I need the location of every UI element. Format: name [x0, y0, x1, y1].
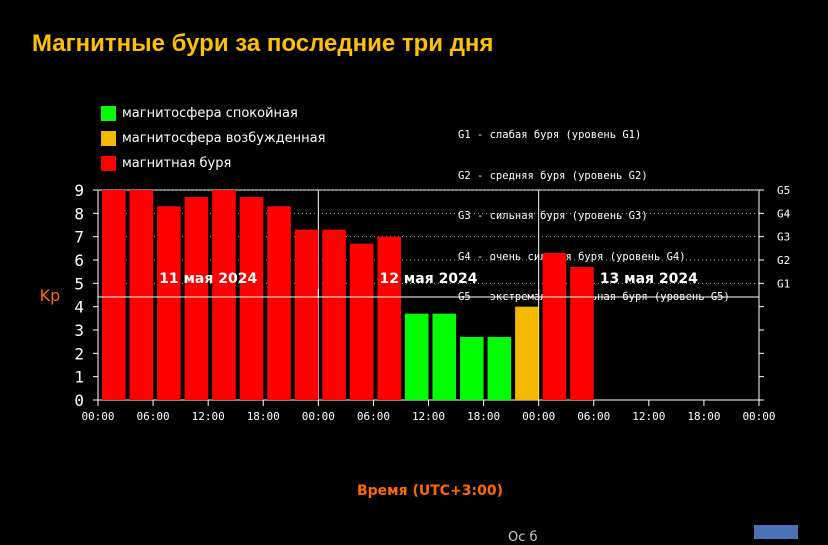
x-tick-label: 06:00 [577, 410, 610, 423]
x-tick-label: 06:00 [357, 410, 390, 423]
kp-bar [515, 306, 539, 400]
y-tick-label: 1 [74, 368, 84, 387]
kp-bar [267, 206, 291, 400]
day-label: 13 мая 2024 [600, 271, 698, 287]
y-tick-label: 5 [74, 274, 84, 293]
x-axis-title: Время (UTC+3:00) [356, 483, 504, 499]
y-tick-label: 4 [74, 298, 84, 317]
kp-chart: G1 G2 G3 G4 G5 0 1 2 3 4 5 6 7 8 9 Kp 00:00 06:00 12:00 18:… [40, 181, 791, 423]
day-label: 12 мая 2024 [379, 271, 477, 287]
footer-text: Ос б [508, 530, 538, 545]
legend-item-quiet: магнитосфера спокойная [101, 101, 325, 126]
kp-bar [349, 243, 374, 400]
kp-bar [294, 229, 319, 400]
y-tick-label: 6 [74, 251, 84, 270]
legend-item-excited: магнитосфера возбужденная [101, 126, 325, 151]
y-tick-label: 3 [74, 321, 84, 340]
x-tick-label: 12:00 [192, 410, 225, 423]
x-tick-label: 12:00 [632, 410, 665, 423]
storm-level-g3: G3 - сильная буря (уровень G3) [458, 210, 648, 222]
x-tick-label: 00:00 [302, 410, 335, 423]
x-tick-label: 06:00 [137, 410, 170, 423]
kp-bar [212, 190, 236, 400]
kp-bar [460, 337, 484, 400]
kp-bar [404, 313, 429, 400]
legend-label-quiet: магнитосфера спокойная [122, 106, 298, 121]
kp-bar [239, 197, 264, 400]
g-level-label-g4: G4 [777, 207, 791, 220]
storm-level-g1: G1 - слабая буря (уровень G1) [458, 129, 642, 141]
kp-bar [377, 236, 401, 400]
y-tick-label: 9 [74, 181, 84, 200]
legend-swatch-excited [101, 131, 116, 146]
storm-level-g2: G2 - средняя буря (уровень G2) [458, 169, 648, 182]
kp-bar [157, 206, 181, 400]
footer-widget[interactable] [754, 525, 798, 539]
y-tick-label: 7 [74, 228, 84, 247]
kp-bar [542, 253, 567, 400]
kp-bar [129, 190, 154, 400]
kp-bar [322, 229, 346, 400]
y-tick-label: 8 [74, 204, 84, 223]
y-tick-label: 2 [74, 344, 84, 363]
g-level-label-g3: G3 [777, 231, 790, 244]
legend-item-storm: магнитная буря [101, 151, 325, 176]
kp-bar [184, 197, 209, 400]
g-level-label-g5: G5 [777, 184, 790, 197]
legend-swatch-quiet [101, 106, 116, 121]
kp-bar [487, 337, 512, 400]
x-tick-label: 00:00 [81, 410, 114, 423]
g-level-label-g2: G2 [777, 254, 790, 267]
x-tick-label: 12:00 [412, 410, 445, 423]
page-title: Магнитные бури за последние три дня [32, 30, 494, 57]
x-tick-label: 00:00 [522, 410, 555, 423]
legend-label-storm: магнитная буря [122, 156, 232, 171]
g-level-label-g1: G1 [777, 277, 790, 290]
legend-label-excited: магнитосфера возбужденная [122, 131, 326, 146]
x-tick-label: 00:00 [742, 410, 775, 423]
legend-swatch-storm [101, 156, 116, 171]
y-tick-label: 0 [74, 391, 84, 410]
status-legend: магнитосфера спокойная магнитосфера возб… [101, 101, 325, 176]
x-tick-label: 18:00 [247, 410, 280, 423]
kp-bar [432, 313, 457, 400]
day-label: 11 мая 2024 [159, 271, 257, 287]
y-axis-label: Kp [40, 286, 61, 305]
x-tick-label: 18:00 [467, 410, 500, 423]
kp-bar [570, 267, 594, 400]
x-tick-label: 18:00 [687, 410, 720, 423]
kp-bar [102, 190, 126, 400]
